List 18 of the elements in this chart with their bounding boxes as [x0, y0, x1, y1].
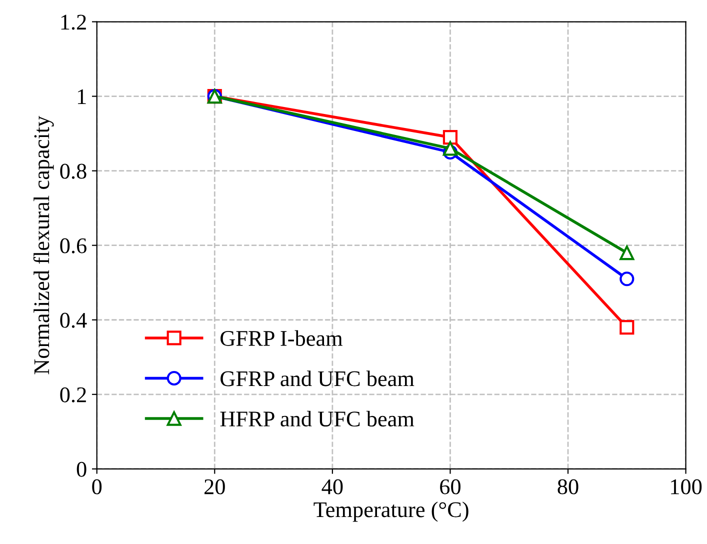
y-tick-label: 0.2	[60, 387, 86, 402]
y-tick-label: 1	[78, 89, 86, 104]
x-tick-label: 80	[558, 479, 578, 494]
y-tick-label: 0.6	[60, 238, 86, 254]
x-tick-label: 40	[322, 479, 343, 494]
y-tick-label: 1.2	[61, 14, 86, 30]
x-tick-label: 60	[440, 479, 460, 494]
y-tick-label: 0.8	[60, 164, 86, 179]
legend-label: GFRP and UFC beam	[220, 370, 414, 386]
y-tick-label: 0.4	[60, 312, 87, 328]
y-tick-label: 0	[76, 462, 86, 477]
legend-label: GFRP I-beam	[220, 330, 343, 346]
x-tick-label: 0	[92, 479, 102, 494]
x-tick-label: 20	[204, 479, 225, 494]
y-axis-title: Normalized flexural capacity	[33, 116, 54, 374]
x-tick-label: 100	[671, 479, 702, 494]
legend-label: HFRP and UFC beam	[220, 410, 414, 427]
x-axis-title: Temperature (°C)	[314, 502, 468, 522]
